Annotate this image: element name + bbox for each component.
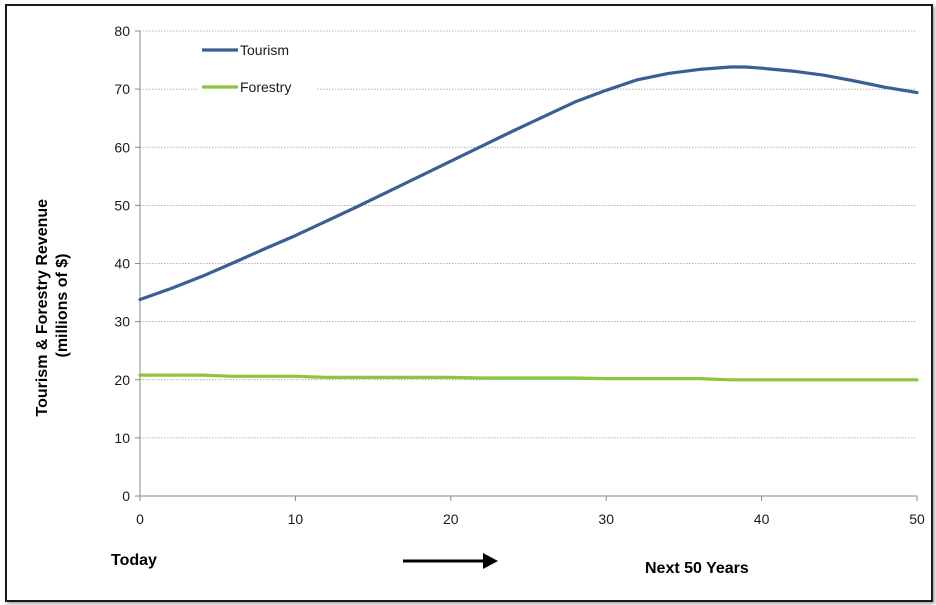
- legend: Tourism Forestry: [198, 39, 316, 96]
- series-line-forestry: [138, 373, 919, 382]
- chart-frame: 0 10 20 30 40 50 60 70 80 0 10 20 30 40 50 Tourism Fore…: [5, 4, 933, 602]
- axes: 0 10 20 30 40 50 60 70 80 0 10 20 30 40 50: [114, 23, 925, 527]
- arrow-head: [483, 553, 498, 569]
- y-axis-label-line-1: Tourism & Forestry Revenue: [34, 199, 51, 417]
- x-tick-label: 40: [754, 511, 770, 527]
- y-tick-label: 30: [114, 314, 130, 330]
- series-line-tourism: [138, 65, 919, 302]
- x-tick-label: 0: [136, 511, 144, 527]
- legend-entry-bg: [198, 76, 316, 96]
- y-tick-label: 0: [122, 488, 130, 504]
- time-arrow-icon: [403, 553, 498, 569]
- y-tick-label: 80: [114, 23, 130, 39]
- legend-label: Tourism: [240, 42, 289, 58]
- y-axis-label: Tourism & Forestry Revenue (millions of …: [34, 195, 71, 417]
- legend-entry-bg: [198, 39, 316, 59]
- y-tick-label: 20: [114, 372, 130, 388]
- y-tick-label: 70: [114, 81, 130, 97]
- y-tick-label: 10: [114, 430, 130, 446]
- y-tick-label: 50: [114, 197, 130, 213]
- y-tick-label: 40: [114, 256, 130, 272]
- y-tick-label: 60: [114, 139, 130, 155]
- next-50-years-label: Next 50 Years: [645, 560, 749, 577]
- series-lines: [138, 65, 919, 382]
- today-label: Today: [111, 552, 157, 569]
- y-axis-label-line-2: (millions of $): [54, 254, 71, 358]
- axis-labels: Tourism & Forestry Revenue (millions of …: [34, 195, 749, 577]
- legend-label: Forestry: [240, 79, 291, 95]
- x-tick-label: 10: [288, 511, 304, 527]
- x-tick-label: 50: [909, 511, 925, 527]
- x-tick-label: 20: [443, 511, 459, 527]
- x-tick-label: 30: [598, 511, 614, 527]
- line-chart: 0 10 20 30 40 50 60 70 80 0 10 20 30 40 50 Tourism Fore…: [34, 23, 925, 577]
